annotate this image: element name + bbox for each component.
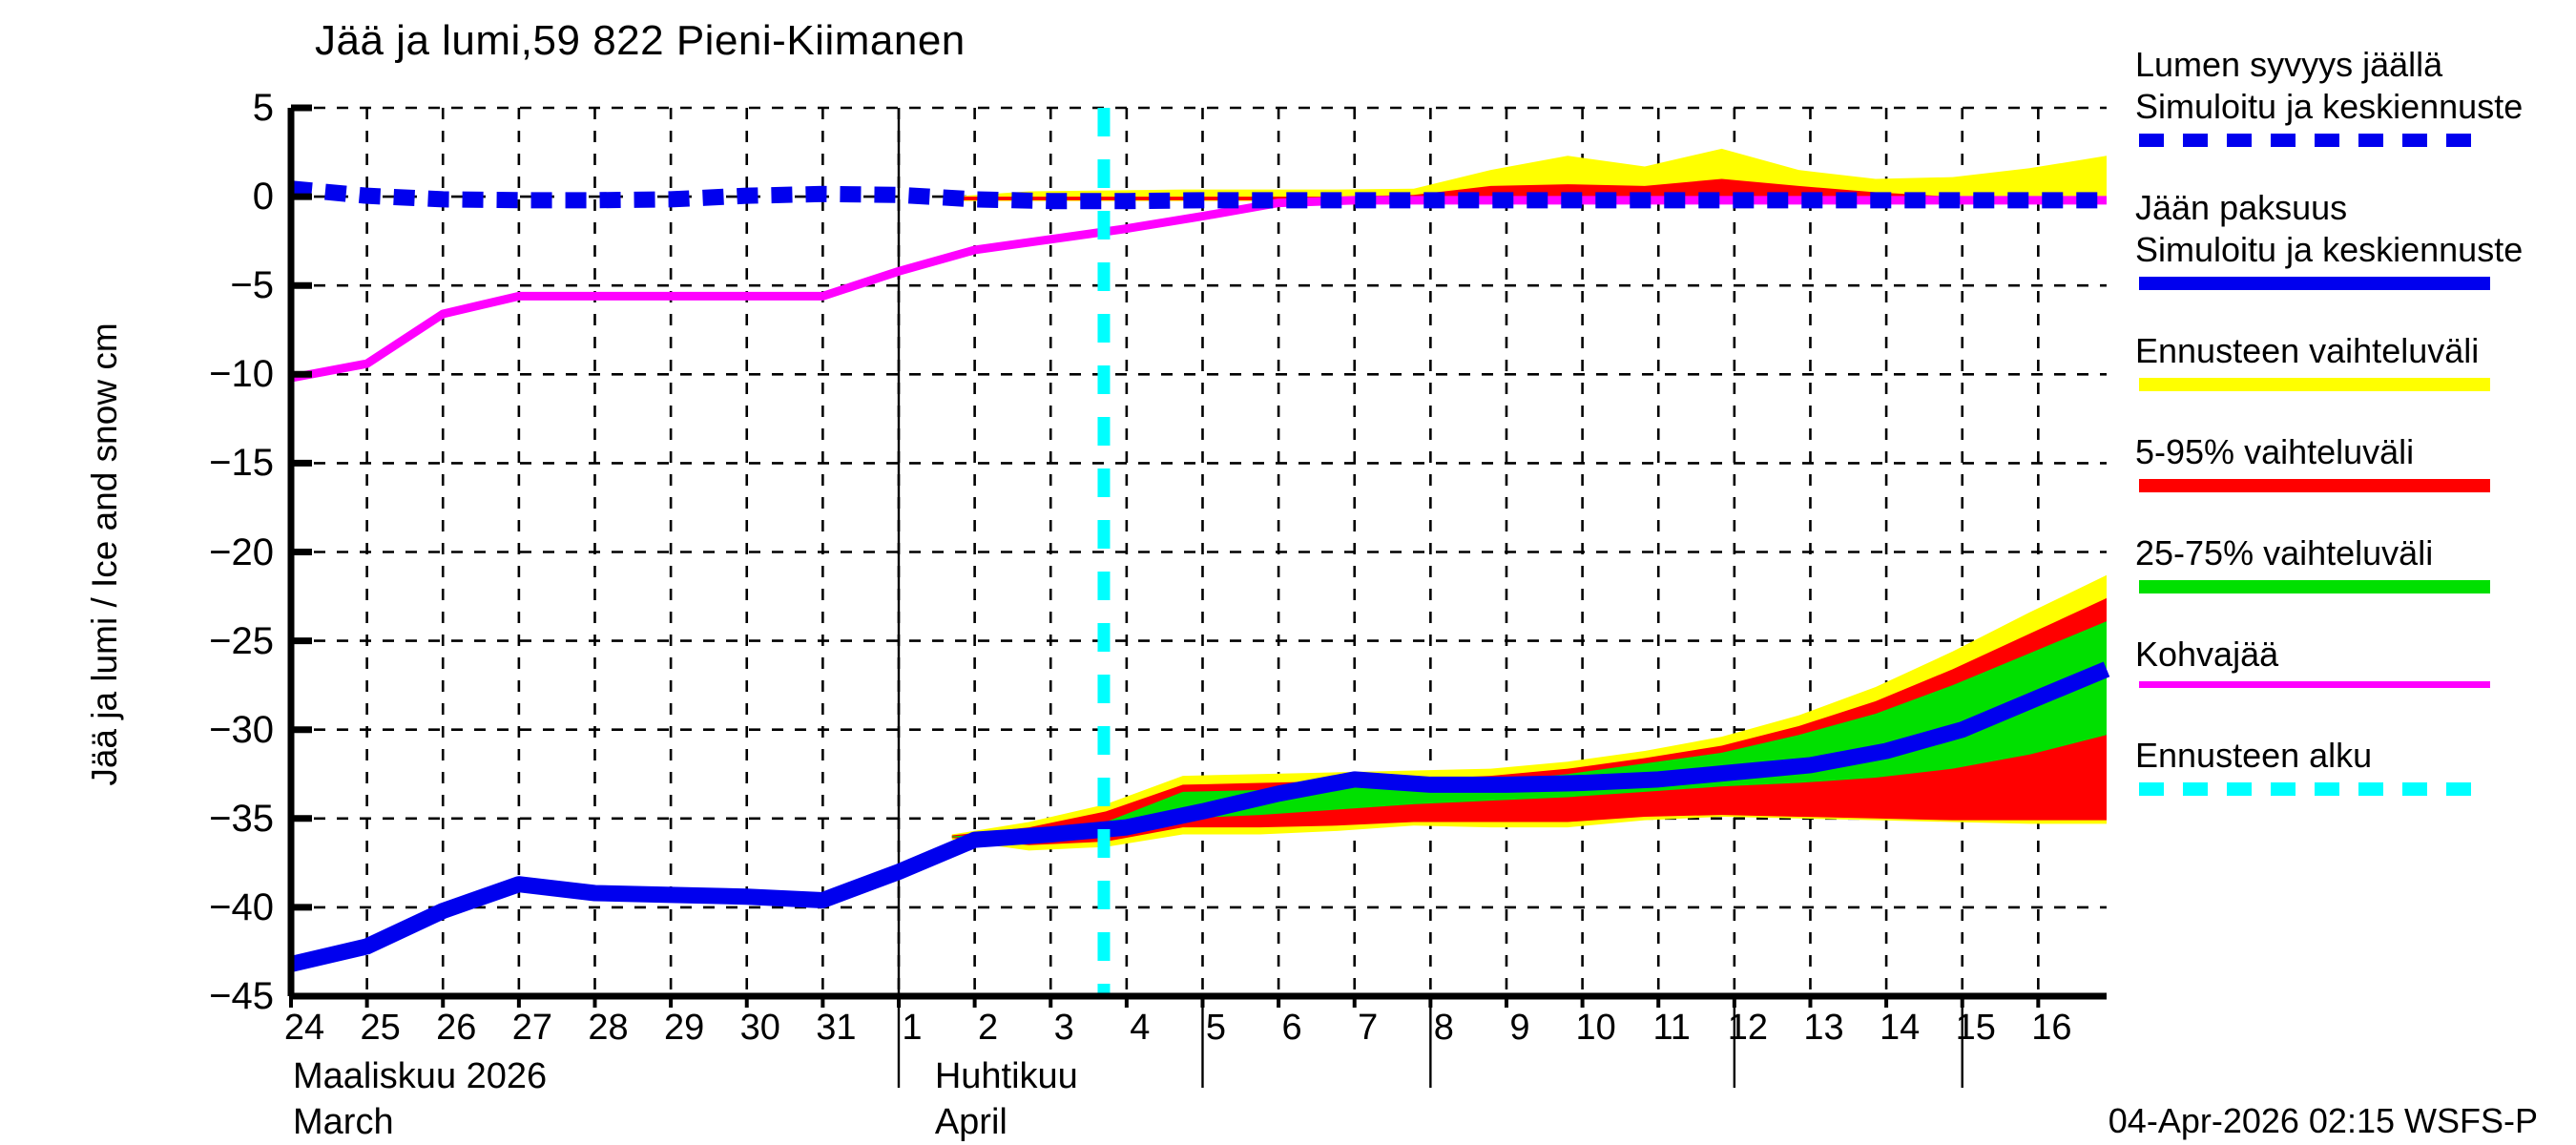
legend-item-swatch: [2139, 580, 2490, 593]
x-tick-label: 6: [1281, 1008, 1302, 1048]
snow-depth-line: [290, 180, 2107, 210]
x-axis-month2-fi: Huhtikuu: [934, 1056, 1078, 1096]
legend-item-title: Ennusteen vaihteluväli: [2135, 331, 2480, 370]
legend-item-title: Jään paksuus: [2135, 188, 2348, 227]
x-tick-label: 26: [436, 1008, 477, 1048]
y-tick-label: −35: [209, 797, 274, 840]
legend-item-subtitle: Simuloitu ja keskiennuste: [2135, 87, 2524, 126]
y-tick-label: −15: [209, 442, 274, 485]
x-tick-label: 7: [1358, 1008, 1379, 1048]
legend-item-title: Ennusteen alku: [2135, 736, 2373, 775]
legend-item-title: Lumen syvyys jäällä: [2135, 45, 2443, 84]
x-tick-label: 4: [1130, 1008, 1151, 1048]
y-tick-label: −30: [209, 708, 274, 751]
legend-item-title: Kohvajää: [2135, 635, 2279, 674]
legend-item-swatch: [2139, 479, 2490, 492]
x-tick-label: 24: [283, 1008, 325, 1048]
footer-timestamp: 04-Apr-2026 02:15 WSFS-P: [2108, 1101, 2538, 1140]
x-tick-label: 8: [1433, 1008, 1454, 1048]
x-tick-label: 30: [739, 1008, 780, 1048]
kohvajaa-line: [290, 196, 2107, 383]
chart-title: Jää ja lumi,59 822 Pieni-Kiimanen: [315, 17, 966, 64]
x-tick-label: 2: [978, 1008, 999, 1048]
y-tick-label: 0: [252, 176, 274, 219]
x-tick-label: 16: [2031, 1008, 2072, 1048]
x-tick-label: 28: [588, 1008, 629, 1048]
legend-item-swatch: [2139, 134, 2490, 147]
ice-thickness-line: [289, 661, 2110, 972]
x-tick-label: 14: [1879, 1008, 1921, 1048]
legend-item-title: 25-75% vaihteluväli: [2135, 533, 2434, 572]
x-tick-label: 31: [816, 1008, 857, 1048]
legend-item-swatch: [2139, 782, 2490, 796]
ice-band-25-75: [951, 621, 2107, 841]
y-tick-label: −5: [230, 264, 274, 307]
y-tick-label: 5: [252, 87, 274, 129]
x-tick-label: 29: [663, 1008, 705, 1048]
legend-item-swatch: [2139, 378, 2490, 391]
x-tick-label: 10: [1575, 1008, 1616, 1048]
x-tick-label: 5: [1205, 1008, 1227, 1048]
y-tick-label: −20: [209, 531, 274, 573]
x-axis-month1-en: March: [293, 1102, 394, 1142]
x-tick-label: 3: [1053, 1008, 1074, 1048]
y-tick-label: −10: [209, 353, 274, 396]
legend-item-subtitle: Simuloitu ja keskiennuste: [2135, 230, 2524, 269]
y-tick-label: −45: [209, 975, 274, 1017]
x-tick-label: 1: [902, 1008, 923, 1048]
x-tick-label: 11: [1652, 1008, 1691, 1048]
legend-item-swatch: [2139, 277, 2490, 290]
x-tick-label: 13: [1803, 1008, 1844, 1048]
legend-item-swatch: [2139, 681, 2490, 688]
y-tick-label: −40: [209, 885, 274, 928]
x-tick-label: 9: [1509, 1008, 1530, 1048]
x-axis-month1-fi: Maaliskuu 2026: [293, 1056, 548, 1096]
legend-item-title: 5-95% vaihteluväli: [2135, 432, 2415, 471]
x-tick-label: 27: [511, 1008, 552, 1048]
x-tick-label: 25: [360, 1008, 401, 1048]
y-tick-label: −25: [209, 619, 274, 662]
x-axis-month2-en: April: [934, 1102, 1008, 1142]
ice-band-5-95: [951, 597, 2107, 845]
